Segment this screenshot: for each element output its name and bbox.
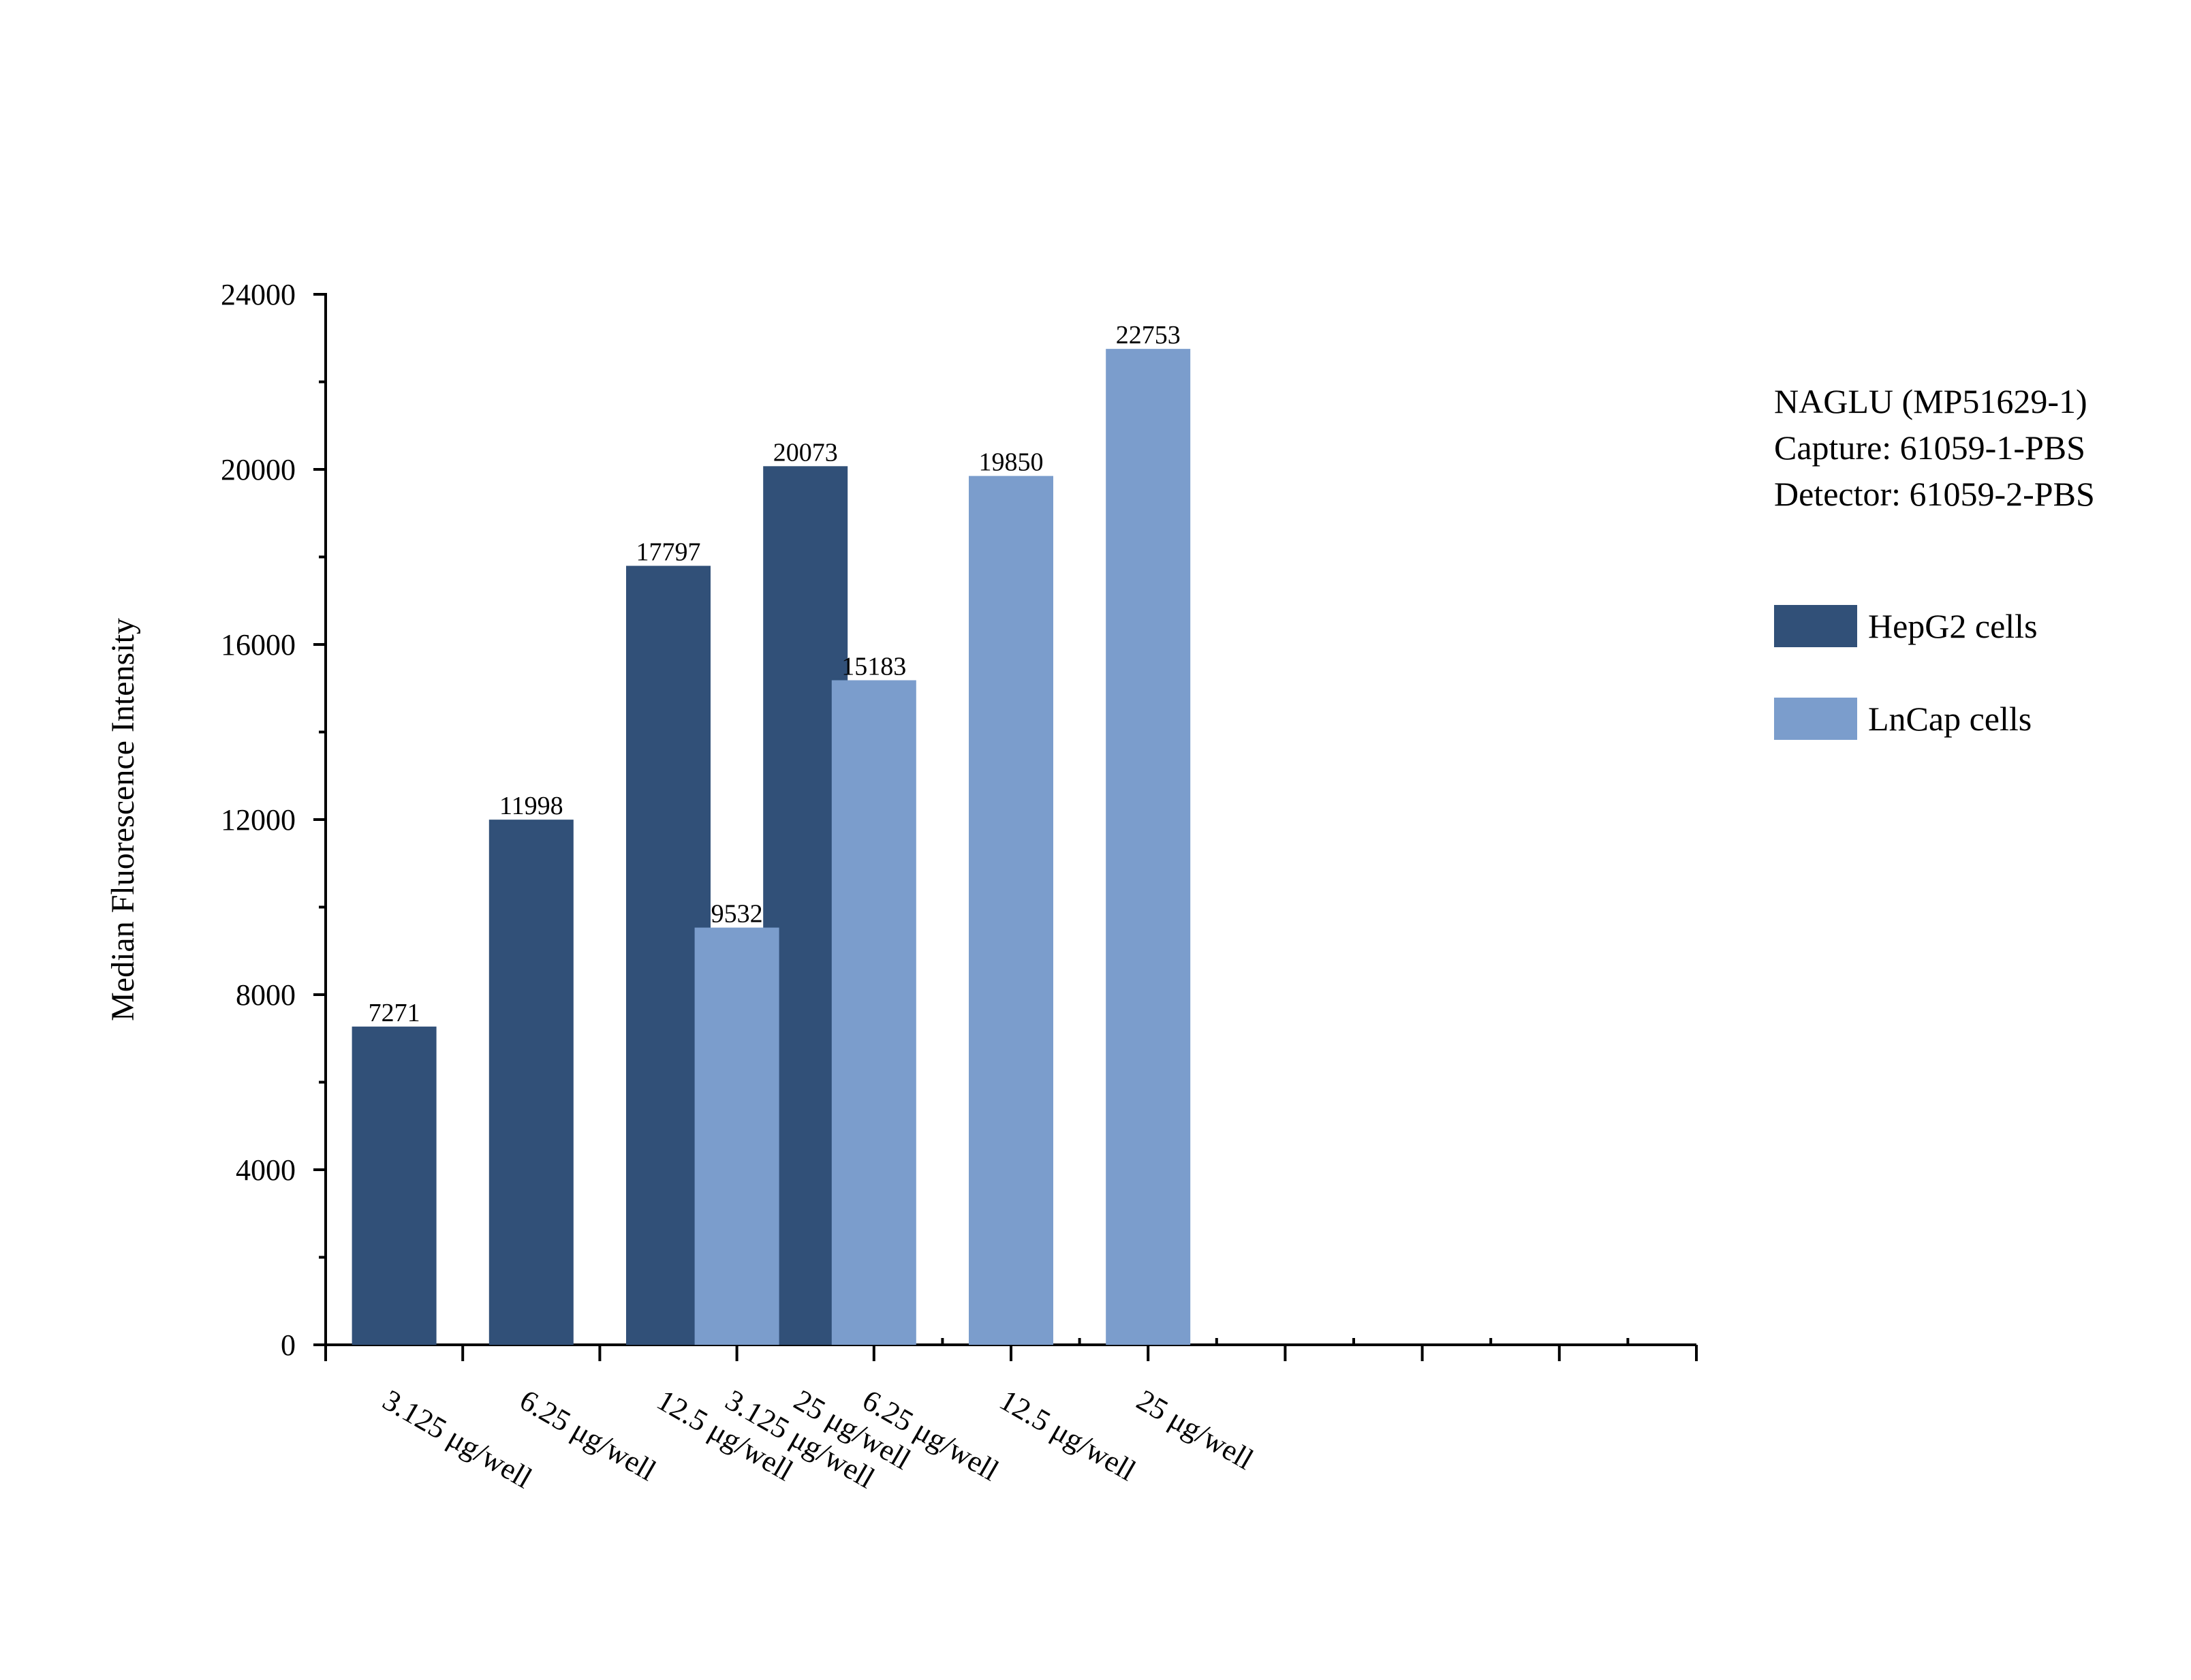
bar-value-label: 22753	[1116, 321, 1181, 349]
bar-value-label: 9532	[711, 900, 763, 929]
bar	[488, 820, 574, 1345]
legend: HepG2 cells LnCap cells	[1774, 605, 2038, 740]
legend-swatch	[1774, 698, 1857, 740]
bar-value-label: 7271	[369, 999, 420, 1027]
bar-value-label: 17797	[636, 538, 701, 567]
annotation-line: Detector: 61059-2-PBS	[1774, 475, 2095, 513]
y-tick-label: 0	[281, 1328, 296, 1362]
x-category-label: 3.125 μg/well	[377, 1383, 538, 1495]
y-tick-label: 24000	[221, 278, 296, 311]
x-category-label: 12.5 μg/well	[994, 1383, 1141, 1487]
x-category-label: 6.25 μg/well	[514, 1383, 662, 1487]
bar	[831, 680, 916, 1345]
bar	[694, 927, 779, 1345]
y-axis-title: Median Fluorescence Intensity	[105, 618, 141, 1021]
y-tick-label: 12000	[221, 803, 296, 837]
bar-value-label: 20073	[773, 438, 838, 467]
y-tick-label: 16000	[221, 628, 296, 662]
bar-value-label: 11998	[499, 792, 563, 820]
x-category-label: 25 μg/well	[1131, 1383, 1259, 1476]
bar	[352, 1026, 437, 1345]
y-tick-label: 8000	[236, 978, 296, 1012]
legend-label: LnCap cells	[1868, 700, 2032, 738]
legend-label: HepG2 cells	[1868, 607, 2038, 645]
y-tick-label: 4000	[236, 1153, 296, 1187]
bar-value-label: 15183	[841, 652, 906, 681]
bar	[969, 476, 1053, 1345]
bar-value-label: 19850	[979, 448, 1044, 477]
chart-annotation: NAGLU (MP51629-1) Capture: 61059-1-PBS Det…	[1774, 382, 2095, 513]
annotation-line: NAGLU (MP51629-1)	[1774, 382, 2087, 420]
bar	[1106, 349, 1191, 1345]
bars	[352, 349, 1191, 1345]
annotation-line: Capture: 61059-1-PBS	[1774, 429, 2085, 467]
y-tick-label: 20000	[221, 453, 296, 486]
legend-swatch	[1774, 605, 1857, 647]
